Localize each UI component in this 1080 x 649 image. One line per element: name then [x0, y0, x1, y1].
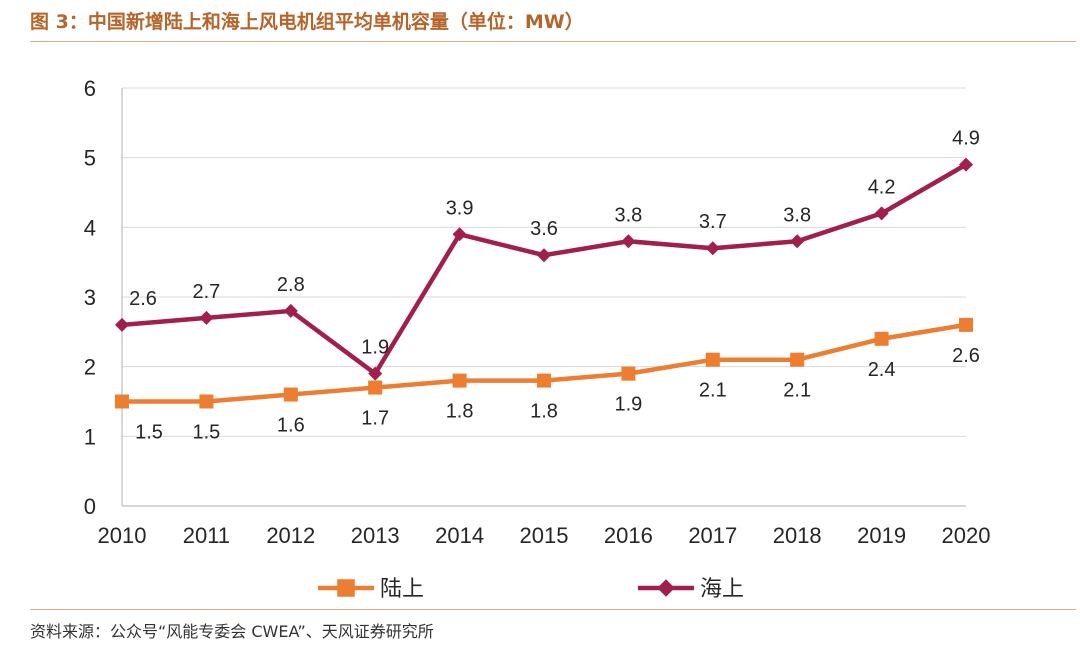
data-point-marker — [705, 241, 720, 256]
data-point-marker — [368, 380, 383, 395]
y-tick-label: 6 — [84, 76, 96, 101]
legend-item-offshore: 海上 — [638, 577, 744, 602]
data-point-marker — [790, 234, 805, 249]
x-tick-label: 2010 — [98, 523, 147, 548]
data-point-marker — [452, 227, 467, 242]
data-point-marker — [537, 248, 551, 263]
data-label: 1.9 — [614, 394, 642, 416]
data-label: 3.8 — [614, 204, 642, 226]
x-tick-label: 2014 — [435, 523, 484, 548]
data-label: 1.5 — [192, 422, 220, 444]
x-tick-label: 2012 — [266, 523, 315, 548]
data-label: 2.4 — [868, 359, 896, 381]
data-label: 2.1 — [699, 380, 727, 402]
data-label: 3.8 — [783, 204, 811, 226]
y-tick-label: 5 — [84, 146, 96, 171]
y-tick-label: 0 — [84, 494, 96, 519]
x-tick-label: 2019 — [857, 523, 906, 548]
data-label: 2.7 — [192, 281, 220, 303]
source-note: 资料来源：公众号“风能专委会 CWEA”、天风证券研究所 — [30, 622, 434, 641]
data-label: 4.2 — [868, 176, 896, 198]
x-tick-label: 2017 — [688, 523, 737, 548]
data-label: 1.8 — [446, 401, 474, 423]
data-point-marker — [199, 310, 214, 325]
data-label: 4.9 — [952, 128, 980, 150]
data-label: 3.6 — [530, 218, 558, 240]
series-group — [115, 157, 973, 409]
legend-label: 海上 — [700, 577, 744, 602]
legend-swatch-marker — [337, 579, 355, 597]
series-offshore — [115, 157, 973, 381]
data-point-marker — [874, 206, 889, 221]
data-point-marker — [621, 234, 636, 249]
y-tick-label: 4 — [84, 215, 96, 240]
data-label: 1.6 — [277, 415, 305, 437]
data-label: 1.7 — [361, 408, 389, 430]
legend: 陆上 海上 — [318, 577, 744, 602]
data-point-marker — [115, 317, 129, 332]
data-point-marker — [368, 366, 383, 381]
data-point-marker — [452, 373, 467, 388]
y-tick-label: 2 — [84, 355, 96, 380]
data-label: 2.1 — [783, 380, 811, 402]
data-label: 2.8 — [277, 274, 305, 296]
y-tick-label: 1 — [84, 424, 96, 449]
source-divider — [30, 609, 1076, 610]
series-onshore — [115, 317, 973, 409]
data-label: 1.5 — [135, 422, 163, 444]
data-label: 3.7 — [699, 211, 727, 233]
data-point-marker — [283, 303, 298, 318]
series-line — [121, 162, 968, 376]
legend-item-onshore: 陆上 — [318, 577, 424, 602]
data-point-marker — [959, 317, 973, 332]
data-point-marker — [959, 157, 973, 172]
y-tick-label: 3 — [84, 285, 96, 310]
x-tick-label: 2020 — [942, 523, 991, 548]
data-point-marker — [115, 394, 129, 409]
data-label: 3.9 — [446, 197, 474, 219]
x-tick-label: 2018 — [773, 523, 822, 548]
axes — [121, 88, 966, 507]
data-point-marker — [199, 394, 214, 409]
legend-label: 陆上 — [380, 577, 424, 602]
data-point-marker — [874, 331, 889, 346]
data-point-marker — [283, 387, 298, 402]
data-point-marker — [790, 352, 805, 367]
data-label: 1.9 — [361, 337, 389, 359]
gridlines — [122, 87, 966, 437]
y-tick-labels: 0 1 2 3 4 5 6 — [84, 76, 96, 519]
figure-title: 图 3：中国新增陆上和海上风电机组平均单机容量（单位：MW） — [30, 11, 584, 33]
title-divider — [30, 41, 1076, 42]
data-label: 2.6 — [952, 345, 980, 367]
x-tick-label: 2011 — [183, 523, 230, 548]
legend-swatch-marker — [657, 579, 675, 597]
x-tick-label: 2015 — [520, 523, 569, 548]
data-point-marker — [537, 373, 551, 388]
data-label: 2.6 — [129, 288, 157, 310]
data-labels: 1.5 1.5 1.6 1.7 1.8 1.8 1.9 2.1 2.1 2.4 2.6 2.6 2.7 2… — [129, 128, 980, 444]
series-line — [122, 322, 967, 404]
data-point-marker — [621, 366, 636, 381]
data-point-marker — [705, 352, 720, 367]
data-label: 1.8 — [530, 401, 558, 423]
x-tick-label: 2016 — [604, 523, 653, 548]
x-tick-label: 2013 — [351, 523, 400, 548]
x-tick-labels: 2010 2011 2012 2013 2014 2015 2016 2017 2018 2019… — [98, 523, 991, 548]
